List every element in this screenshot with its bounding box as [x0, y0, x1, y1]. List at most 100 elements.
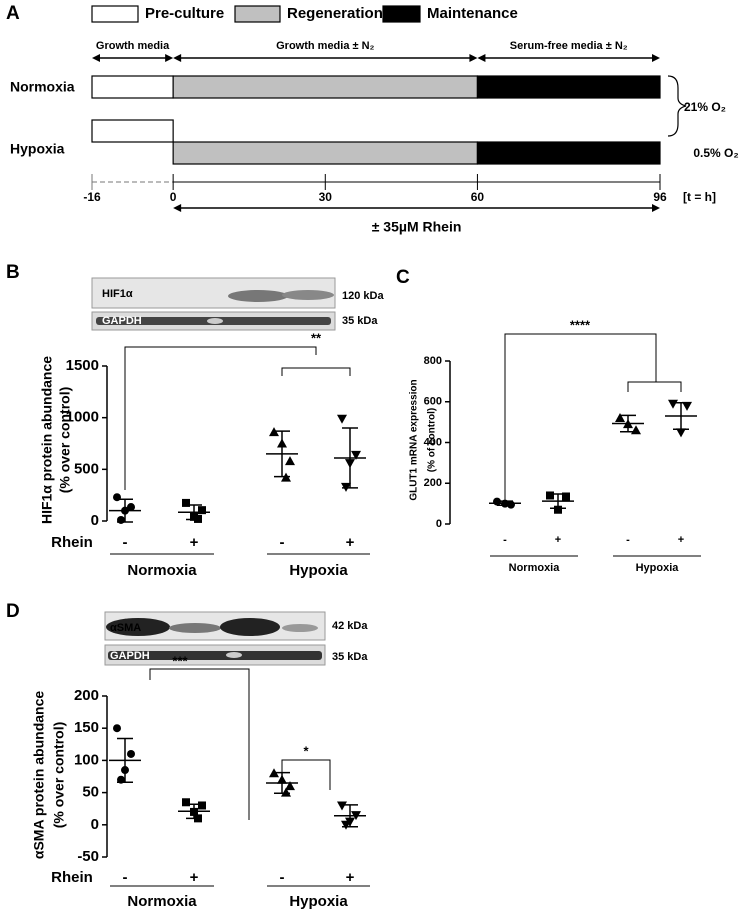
- data-point: [337, 414, 347, 424]
- band: [108, 651, 322, 660]
- y-axis-label: GLUT1 mRNA expression: [409, 379, 420, 500]
- tick-label: -16: [83, 190, 101, 204]
- treatment-label: ± 35µM Rhein: [372, 219, 462, 235]
- y-tick-label: 200: [424, 477, 442, 489]
- y-tick-label: 0: [91, 816, 99, 833]
- phase-bar: [476, 75, 661, 99]
- data-point: [281, 787, 291, 797]
- sd-bar: [550, 493, 566, 510]
- data-point: [546, 491, 554, 500]
- y-tick-label: 100: [74, 751, 99, 768]
- oxygen-label: 0.5% O₂: [693, 146, 738, 160]
- x-tick-label: -: [280, 869, 285, 886]
- band: [228, 290, 288, 302]
- data-point: [182, 498, 190, 507]
- tick-label: 96: [653, 190, 667, 204]
- y-axis-label: HIF1α protein abundance: [39, 356, 55, 524]
- sd-bar: [274, 771, 290, 794]
- y-tick-label: 1000: [66, 409, 99, 426]
- x-tick-label: -: [123, 869, 128, 886]
- y-tick-label: 400: [424, 436, 442, 448]
- brace: [667, 75, 687, 137]
- y-tick-label: 500: [74, 460, 99, 477]
- panel-label: A: [6, 3, 20, 24]
- x-tick-label: +: [555, 534, 561, 546]
- legend-swatch: [234, 5, 281, 23]
- group-label: Normoxia: [127, 893, 197, 910]
- unit-label: [t = h]: [683, 190, 716, 204]
- sd-bar: [117, 737, 133, 784]
- blot-label: αSMA: [110, 622, 141, 634]
- data-point: [351, 450, 361, 460]
- data-point: [668, 399, 678, 409]
- x-tick-label: +: [678, 534, 684, 546]
- significance-label: **: [311, 330, 322, 345]
- x-tick-label: +: [346, 869, 355, 886]
- sd-bar: [117, 498, 133, 523]
- western-blot: [104, 611, 326, 666]
- blot-size: 42 kDa: [332, 620, 368, 632]
- data-point: [631, 425, 641, 435]
- band: [106, 618, 170, 636]
- y-tick-label: 600: [424, 396, 442, 408]
- sd-bar: [342, 427, 358, 489]
- x-tick-label: +: [190, 869, 199, 886]
- blot-size: 35 kDa: [332, 651, 368, 663]
- band: [226, 652, 242, 658]
- significance-label: ***: [172, 653, 188, 668]
- phase-bar: [91, 119, 174, 143]
- band: [220, 618, 280, 636]
- blot-size: 35 kDa: [342, 315, 378, 327]
- data-point: [676, 428, 686, 438]
- data-point: [198, 801, 206, 810]
- media-arrow: [92, 54, 174, 62]
- legend-label: Regeneration: [287, 5, 383, 22]
- sd-bar: [497, 500, 513, 507]
- sd-bar: [342, 804, 358, 828]
- media-label: Growth media: [96, 40, 170, 52]
- data-point: [285, 781, 295, 791]
- panel-label: D: [6, 601, 20, 622]
- y-tick-label: 150: [74, 719, 99, 736]
- significance-bracket: [281, 759, 331, 790]
- media-arrow: [477, 54, 660, 62]
- phase-bar: [91, 75, 174, 99]
- y-tick-label: 200: [74, 687, 99, 704]
- western-blot: [91, 277, 336, 331]
- group-label: Hypoxia: [289, 562, 348, 579]
- y-axis-label: αSMA protein abundance: [31, 691, 47, 860]
- significance-bracket: [124, 346, 351, 490]
- row-label: Normoxia: [10, 79, 75, 95]
- x-tick-label: -: [123, 534, 128, 551]
- x-tick-label: +: [190, 534, 199, 551]
- sd-bar: [186, 504, 202, 521]
- media-label: Serum-free media ± N₂: [510, 40, 628, 52]
- factor-label: Rhein: [51, 534, 93, 551]
- significance-bracket: [504, 333, 682, 500]
- y-tick-label: 0: [91, 512, 99, 529]
- data-point: [285, 456, 295, 466]
- legend-swatch: [91, 5, 139, 23]
- group-label: Normoxia: [509, 562, 561, 574]
- data-point: [198, 506, 206, 515]
- phase-bar: [172, 75, 479, 99]
- significance-bracket: [149, 668, 250, 820]
- row-label: Hypoxia: [10, 141, 65, 157]
- media-label: Growth media ± N₂: [276, 40, 374, 52]
- data-point: [554, 505, 562, 514]
- blot-label: GAPDH: [102, 315, 142, 327]
- band: [169, 623, 221, 633]
- legend-label: Maintenance: [427, 5, 518, 22]
- data-point: [562, 492, 570, 501]
- y-tick-label: 800: [424, 355, 442, 367]
- sd-bar: [186, 803, 202, 820]
- sd-bar: [274, 430, 290, 478]
- data-point: [113, 724, 121, 733]
- y-tick-label: 50: [82, 784, 99, 801]
- panel-label: B: [6, 262, 20, 283]
- data-point: [341, 820, 351, 830]
- legend-swatch: [382, 5, 421, 23]
- blot-label: GAPDH: [110, 650, 150, 662]
- y-axis-label: (% over control): [51, 722, 67, 829]
